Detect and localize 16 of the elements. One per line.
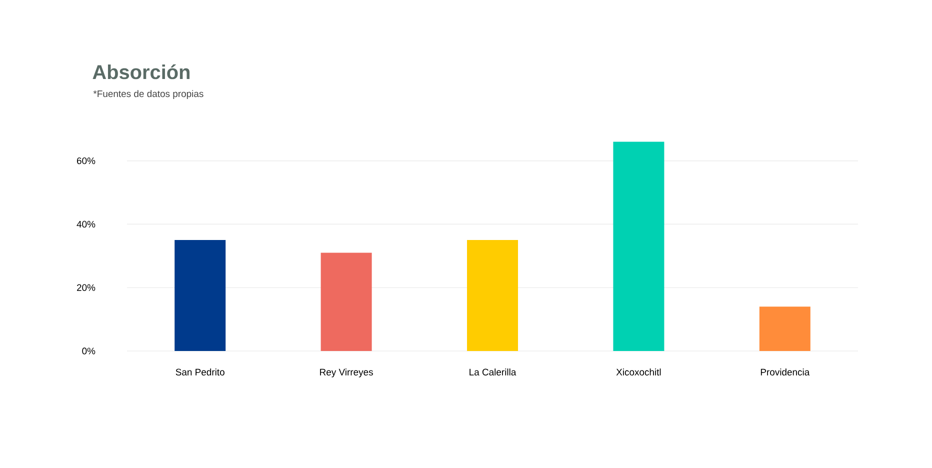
y-tick-label: 0%	[82, 348, 96, 354]
x-tick-label: San Pedrito	[176, 368, 224, 376]
x-tick-label: Xicoxochitl	[616, 368, 661, 376]
y-tick-label: 60%	[77, 157, 96, 164]
bar	[613, 142, 664, 351]
bar	[759, 306, 810, 351]
chart-title: Absorción	[92, 64, 190, 80]
bar	[467, 240, 518, 351]
bar	[174, 240, 226, 351]
x-tick-label: Rey Virreyes	[320, 368, 373, 378]
bar	[320, 252, 372, 351]
x-tick-label: La Calerilla	[470, 368, 516, 376]
x-tick-label: Providencia	[760, 368, 810, 376]
chart-subtitle: *Fuentes de datos propias	[93, 90, 204, 99]
y-tick-label: 20%	[77, 284, 96, 291]
y-tick-label: 40%	[76, 220, 96, 228]
